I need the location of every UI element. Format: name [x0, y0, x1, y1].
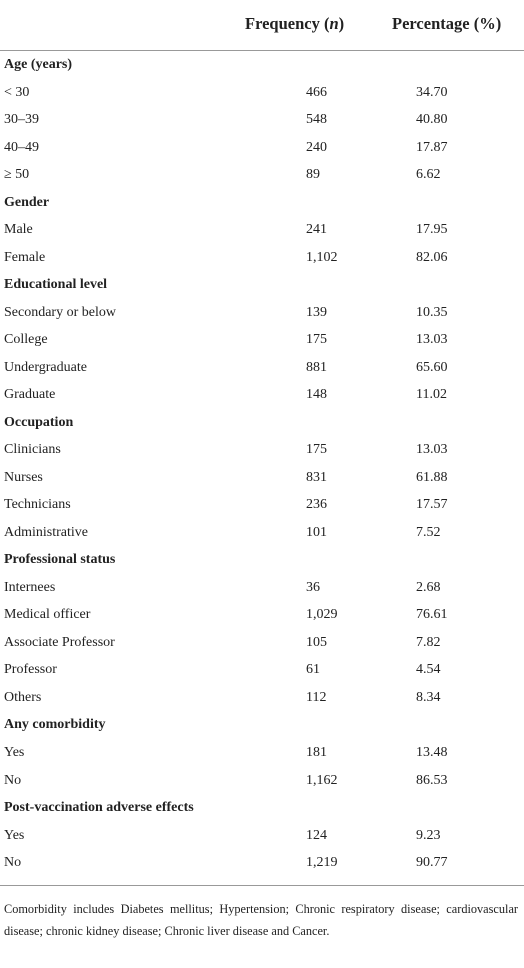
percentage-cell: 90.77 — [416, 855, 448, 871]
percentage-cell: 61.88 — [416, 469, 448, 485]
row-label: < 30 — [4, 84, 30, 100]
row-label: Male — [4, 222, 33, 238]
row-label: College — [4, 332, 48, 348]
percentage-cell: 4.54 — [416, 662, 441, 678]
section-title: Gender — [4, 194, 50, 210]
header-rule — [0, 50, 524, 51]
percentage-cell: 17.87 — [416, 139, 448, 155]
section-title: Professional status — [4, 552, 116, 568]
percentage-cell: 65.60 — [416, 359, 448, 375]
percentage-cell: 17.95 — [416, 222, 448, 238]
frequency-cell: 1,162 — [306, 772, 338, 788]
percentage-cell: 82.06 — [416, 249, 448, 265]
row-label: Yes — [4, 827, 25, 843]
row-label: Undergraduate — [4, 359, 87, 375]
percentage-cell: 17.57 — [416, 497, 448, 513]
frequency-cell: 112 — [306, 689, 327, 705]
frequency-cell: 466 — [306, 84, 327, 100]
frequency-cell: 1,029 — [306, 607, 338, 623]
percentage-cell: 7.52 — [416, 524, 441, 540]
row-label: Administrative — [4, 524, 88, 540]
section-title: Age (years) — [4, 57, 73, 72]
frequency-cell: 36 — [306, 579, 320, 595]
row-label: Others — [4, 689, 42, 705]
percentage-cell: 2.68 — [416, 579, 441, 595]
frequency-cell: 831 — [306, 469, 327, 485]
row-label: No — [4, 855, 22, 871]
frequency-cell: 124 — [306, 827, 327, 843]
frequency-cell: 881 — [306, 359, 327, 375]
percentage-cell: 8.34 — [416, 689, 441, 705]
row-label: Associate Professor — [4, 634, 115, 650]
header-percentage: Percentage (%) — [392, 14, 502, 33]
frequency-cell: 61 — [306, 662, 320, 678]
percentage-cell: 40.80 — [416, 112, 448, 128]
frequency-cell: 1,102 — [306, 249, 338, 265]
section-title: Occupation — [4, 414, 74, 430]
frequency-cell: 240 — [306, 139, 327, 155]
frequency-cell: 89 — [306, 167, 320, 183]
frequency-cell: 1,219 — [306, 855, 338, 871]
frequency-cell: 101 — [306, 524, 327, 540]
header-italic: n — [329, 14, 339, 33]
row-label: Yes — [4, 745, 25, 760]
frequency-cell: 139 — [306, 304, 327, 320]
percentage-cell: 76.61 — [416, 607, 448, 623]
bottom-rule — [0, 885, 524, 886]
row-label: No — [4, 772, 22, 788]
row-label: Nurses — [4, 469, 43, 485]
row-label: Female — [4, 249, 46, 265]
percentage-cell: 13.48 — [416, 745, 448, 760]
frequency-cell: 236 — [306, 497, 327, 513]
row-label: Professor — [4, 662, 57, 678]
row-label: Secondary or below — [4, 304, 116, 320]
header-frequency: Frequency (n) — [245, 12, 344, 36]
frequency-cell: 181 — [306, 745, 327, 760]
percentage-cell: 34.70 — [416, 84, 448, 100]
header-text: ) — [338, 14, 345, 33]
frequency-cell: 175 — [306, 332, 327, 348]
percentage-cell: 86.53 — [416, 772, 448, 788]
header-text: Frequency ( — [245, 14, 330, 33]
section-title: Post-vaccination adverse effects — [4, 800, 194, 816]
row-label: Technicians — [4, 497, 71, 513]
row-label: 40–49 — [4, 139, 39, 155]
frequency-cell: 241 — [306, 222, 327, 238]
percentage-cell: 6.62 — [416, 167, 441, 183]
section-title: Any comorbidity — [4, 717, 106, 733]
percentage-cell: 13.03 — [416, 442, 448, 458]
row-label: Medical officer — [4, 607, 91, 623]
row-label: ≥ 50 — [4, 167, 30, 183]
row-label: Graduate — [4, 387, 56, 403]
frequency-cell: 175 — [306, 442, 327, 458]
row-label: Internees — [4, 579, 56, 595]
row-label: 30–39 — [4, 112, 39, 128]
percentage-cell: 7.82 — [416, 634, 441, 650]
footnote: Comorbidity includes Diabetes mellitus; … — [4, 902, 518, 938]
frequency-cell: 148 — [306, 387, 327, 403]
percentage-cell: 9.23 — [416, 827, 441, 843]
section-title: Educational level — [4, 277, 108, 293]
row-label: Clinicians — [4, 442, 61, 458]
frequency-cell: 548 — [306, 112, 327, 128]
percentage-cell: 11.02 — [416, 387, 447, 403]
percentage-cell: 10.35 — [416, 304, 448, 320]
frequency-cell: 105 — [306, 634, 327, 650]
percentage-cell: 13.03 — [416, 332, 448, 348]
